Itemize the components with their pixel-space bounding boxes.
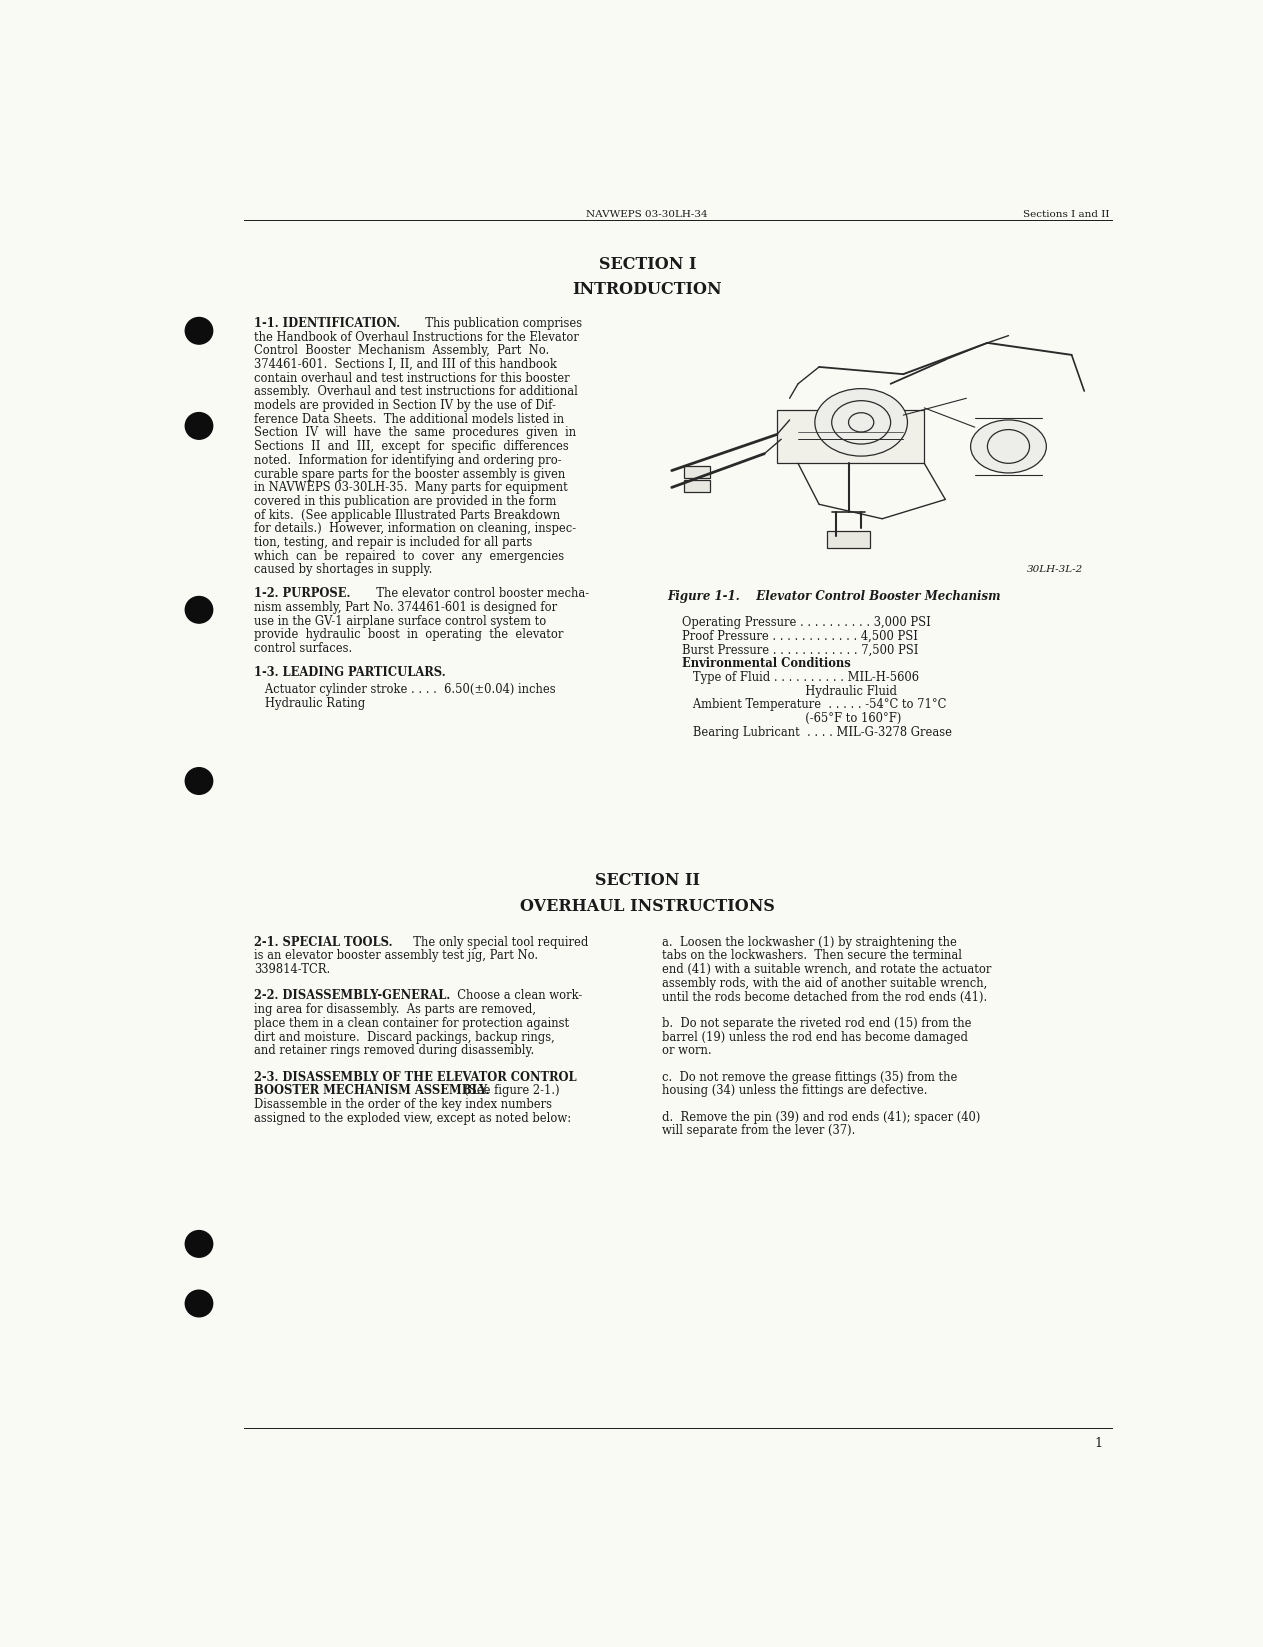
Bar: [827, 530, 870, 548]
Text: end (41) with a suitable wrench, and rotate the actuator: end (41) with a suitable wrench, and rot…: [662, 963, 991, 977]
Text: c.  Do not remove the grease fittings (35) from the: c. Do not remove the grease fittings (35…: [662, 1071, 957, 1084]
Text: NAVWEPS 03-30LH-34: NAVWEPS 03-30LH-34: [586, 209, 709, 219]
Text: Control  Booster  Mechanism  Assembly,  Part  No.: Control Booster Mechanism Assembly, Part…: [254, 344, 549, 357]
Text: 2-3. DISASSEMBLY OF THE ELEVATOR CONTROL: 2-3. DISASSEMBLY OF THE ELEVATOR CONTROL: [254, 1071, 576, 1084]
Text: 30LH-3L-2: 30LH-3L-2: [1027, 565, 1082, 575]
Text: Environmental Conditions: Environmental Conditions: [682, 657, 850, 670]
Ellipse shape: [186, 596, 212, 623]
Text: assembly rods, with the aid of another suitable wrench,: assembly rods, with the aid of another s…: [662, 977, 988, 990]
Text: Proof Pressure . . . . . . . . . . . . 4,500 PSI: Proof Pressure . . . . . . . . . . . . 4…: [682, 629, 917, 642]
Text: assembly.  Overhaul and test instructions for additional: assembly. Overhaul and test instructions…: [254, 385, 577, 399]
Text: Ambient Temperature  . . . . . -54°C to 71°C: Ambient Temperature . . . . . -54°C to 7…: [682, 698, 946, 712]
Ellipse shape: [186, 413, 212, 440]
Text: barrel (19) unless the rod end has become damaged: barrel (19) unless the rod end has becom…: [662, 1031, 967, 1044]
Text: which  can  be  repaired  to  cover  any  emergencies: which can be repaired to cover any emerg…: [254, 550, 563, 563]
Text: SECTION II: SECTION II: [595, 873, 700, 889]
Text: models are provided in Section IV by the use of Dif-: models are provided in Section IV by the…: [254, 399, 556, 412]
Text: until the rods become detached from the rod ends (41).: until the rods become detached from the …: [662, 990, 988, 1003]
Text: 1: 1: [1095, 1436, 1103, 1449]
Text: will separate from the lever (37).: will separate from the lever (37).: [662, 1125, 855, 1138]
Text: Section  IV  will  have  the  same  procedures  given  in: Section IV will have the same procedures…: [254, 427, 576, 440]
Text: tabs on the lockwashers.  Then secure the terminal: tabs on the lockwashers. Then secure the…: [662, 949, 962, 962]
Text: nism assembly, Part No. 374461-601 is designed for: nism assembly, Part No. 374461-601 is de…: [254, 601, 557, 614]
Text: Figure 1-1.    Elevator Control Booster Mechanism: Figure 1-1. Elevator Control Booster Mec…: [667, 590, 1000, 603]
Text: ference Data Sheets.  The additional models listed in: ference Data Sheets. The additional mode…: [254, 413, 563, 425]
Text: This publication comprises: This publication comprises: [418, 316, 582, 329]
Text: The only special tool required: The only special tool required: [405, 935, 587, 949]
Ellipse shape: [186, 318, 212, 344]
Text: 2-2. DISASSEMBLY-GENERAL.: 2-2. DISASSEMBLY-GENERAL.: [254, 990, 450, 1003]
Text: Disassemble in the order of the key index numbers: Disassemble in the order of the key inde…: [254, 1099, 552, 1112]
Text: a.  Loosen the lockwasher (1) by straightening the: a. Loosen the lockwasher (1) by straight…: [662, 935, 957, 949]
Text: provide  hydraulic  boost  in  operating  the  elevator: provide hydraulic boost in operating the…: [254, 628, 563, 641]
Text: control surfaces.: control surfaces.: [254, 642, 352, 656]
Text: Operating Pressure . . . . . . . . . . 3,000 PSI: Operating Pressure . . . . . . . . . . 3…: [682, 616, 931, 629]
Text: covered in this publication are provided in the form: covered in this publication are provided…: [254, 494, 556, 507]
Text: dirt and moisture.  Discard packings, backup rings,: dirt and moisture. Discard packings, bac…: [254, 1031, 554, 1044]
Text: housing (34) unless the fittings are defective.: housing (34) unless the fittings are def…: [662, 1084, 927, 1097]
Text: in NAVWEPS 03-30LH-35.  Many parts for equipment: in NAVWEPS 03-30LH-35. Many parts for eq…: [254, 481, 567, 494]
Text: (See figure 2-1.): (See figure 2-1.): [457, 1084, 560, 1097]
Text: Hydraulic Rating: Hydraulic Rating: [254, 697, 365, 710]
Text: Bearing Lubricant  . . . . MIL-G-3278 Grease: Bearing Lubricant . . . . MIL-G-3278 Gre…: [682, 726, 951, 740]
Text: 1-1. IDENTIFICATION.: 1-1. IDENTIFICATION.: [254, 316, 400, 329]
Ellipse shape: [186, 1230, 212, 1257]
Text: use in the GV-1 airplane surface control system to: use in the GV-1 airplane surface control…: [254, 614, 546, 628]
Text: Burst Pressure . . . . . . . . . . . . 7,500 PSI: Burst Pressure . . . . . . . . . . . . 7…: [682, 644, 918, 657]
Text: BOOSTER MECHANISM ASSEMBLY.: BOOSTER MECHANISM ASSEMBLY.: [254, 1084, 489, 1097]
Text: Actuator cylinder stroke . . . .  6.50(±0.04) inches: Actuator cylinder stroke . . . . 6.50(±0…: [254, 684, 556, 697]
Text: INTRODUCTION: INTRODUCTION: [572, 282, 722, 298]
Ellipse shape: [186, 1290, 212, 1318]
Ellipse shape: [186, 768, 212, 794]
Text: b.  Do not separate the riveted rod end (15) from the: b. Do not separate the riveted rod end (…: [662, 1016, 971, 1029]
Text: of kits.  (See applicable Illustrated Parts Breakdown: of kits. (See applicable Illustrated Par…: [254, 509, 560, 522]
Text: 374461-601.  Sections I, II, and III of this handbook: 374461-601. Sections I, II, and III of t…: [254, 357, 557, 371]
Text: ing area for disassembly.  As parts are removed,: ing area for disassembly. As parts are r…: [254, 1003, 536, 1016]
Text: 2-1. SPECIAL TOOLS.: 2-1. SPECIAL TOOLS.: [254, 935, 393, 949]
Text: contain overhaul and test instructions for this booster: contain overhaul and test instructions f…: [254, 372, 570, 385]
Text: Sections I and II: Sections I and II: [1023, 209, 1109, 219]
Text: Choose a clean work-: Choose a clean work-: [450, 990, 582, 1003]
Text: place them in a clean container for protection against: place them in a clean container for prot…: [254, 1016, 568, 1029]
Text: curable spare parts for the booster assembly is given: curable spare parts for the booster asse…: [254, 468, 565, 481]
Text: tion, testing, and repair is included for all parts: tion, testing, and repair is included fo…: [254, 535, 532, 548]
Text: 1-2. PURPOSE.: 1-2. PURPOSE.: [254, 588, 350, 600]
Bar: [777, 410, 925, 463]
Text: SECTION I: SECTION I: [599, 255, 696, 273]
Text: and retainer rings removed during disassembly.: and retainer rings removed during disass…: [254, 1044, 534, 1057]
Text: for details.)  However, information on cleaning, inspec-: for details.) However, information on cl…: [254, 522, 576, 535]
Text: The elevator control booster mecha-: The elevator control booster mecha-: [369, 588, 590, 600]
Text: is an elevator booster assembly test jig, Part No.: is an elevator booster assembly test jig…: [254, 949, 538, 962]
Text: caused by shortages in supply.: caused by shortages in supply.: [254, 563, 432, 576]
Text: noted.  Information for identifying and ordering pro-: noted. Information for identifying and o…: [254, 455, 562, 466]
Text: OVERHAUL INSTRUCTIONS: OVERHAUL INSTRUCTIONS: [520, 898, 774, 914]
Text: Sections  II  and  III,  except  for  specific  differences: Sections II and III, except for specific…: [254, 440, 568, 453]
Text: 1-3. LEADING PARTICULARS.: 1-3. LEADING PARTICULARS.: [254, 665, 446, 679]
Ellipse shape: [970, 420, 1046, 473]
Text: d.  Remove the pin (39) and rod ends (41); spacer (40): d. Remove the pin (39) and rod ends (41)…: [662, 1110, 980, 1123]
Text: 339814-TCR.: 339814-TCR.: [254, 963, 330, 977]
Text: assigned to the exploded view, except as noted below:: assigned to the exploded view, except as…: [254, 1112, 571, 1125]
Ellipse shape: [815, 389, 907, 456]
Text: Type of Fluid . . . . . . . . . . MIL-H-5606: Type of Fluid . . . . . . . . . . MIL-H-…: [682, 670, 918, 684]
Text: the Handbook of Overhaul Instructions for the Elevator: the Handbook of Overhaul Instructions fo…: [254, 331, 578, 344]
Text: Hydraulic Fluid: Hydraulic Fluid: [682, 685, 897, 698]
Text: (-65°F to 160°F): (-65°F to 160°F): [682, 712, 901, 725]
Bar: [685, 481, 710, 492]
Bar: [685, 466, 710, 478]
Text: or worn.: or worn.: [662, 1044, 711, 1057]
